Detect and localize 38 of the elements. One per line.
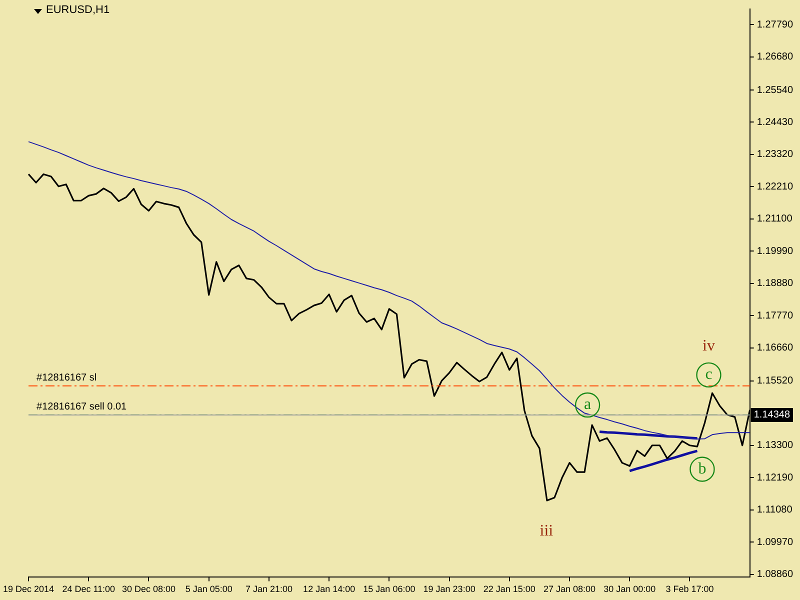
y-tick-label: 1.09970 — [756, 536, 794, 548]
ref-line-label: 1.14348 — [754, 410, 790, 421]
x-tick-label: 19 Jan 23:00 — [423, 584, 476, 594]
annotation: iii — [540, 522, 554, 540]
y-tick-label: 1.22210 — [756, 181, 794, 192]
annotation: a — [584, 396, 592, 414]
x-tick-label: 30 Dec 08:00 — [122, 584, 176, 594]
x-tick-label: 22 Jan 15:00 — [483, 584, 536, 594]
x-tick-label: 19 Dec 2014 — [2, 584, 54, 594]
x-tick-label: 24 Dec 11:00 — [62, 584, 116, 594]
y-tick-label: 1.27790 — [756, 19, 794, 30]
x-tick-label: 12 Jan 14:00 — [303, 584, 356, 594]
x-tick-label: 7 Jan 21:00 — [245, 584, 292, 594]
chart-title: EURUSD,H1 — [46, 4, 110, 16]
y-tick-label: 1.26680 — [756, 52, 794, 63]
annotation: b — [698, 460, 706, 478]
y-tick-label: 1.12190 — [756, 472, 794, 484]
y-tick-label: 1.16660 — [756, 342, 794, 354]
y-tick-label: 1.19990 — [756, 246, 794, 257]
x-tick-label: 5 Jan 05:00 — [185, 584, 232, 594]
x-tick-label: 27 Jan 08:00 — [543, 584, 596, 594]
x-tick-label: 3 Feb 17:00 — [666, 584, 714, 594]
y-tick-label: 1.13300 — [756, 440, 794, 452]
x-tick-label: 30 Jan 00:00 — [604, 584, 656, 594]
x-tick-label: 15 Jan 06:00 — [363, 584, 416, 594]
ref-line-label: #12816167 sl — [36, 372, 97, 384]
annotation: iv — [702, 338, 715, 355]
y-tick-label: 1.11080 — [756, 504, 793, 516]
y-tick-label: 1.17770 — [756, 310, 794, 322]
y-tick-label: 1.18880 — [756, 278, 794, 290]
y-tick-label: 1.08860 — [756, 569, 794, 580]
y-tick-label: 1.24430 — [756, 116, 794, 128]
y-tick-label: 1.23320 — [756, 149, 794, 160]
ref-line-label: #12816167 sell 0.01 — [36, 402, 128, 413]
annotation: c — [705, 366, 712, 384]
y-tick-label: 1.25540 — [756, 84, 794, 96]
y-tick-label: 1.15520 — [756, 376, 794, 387]
y-tick-label: 1.21100 — [756, 214, 793, 225]
